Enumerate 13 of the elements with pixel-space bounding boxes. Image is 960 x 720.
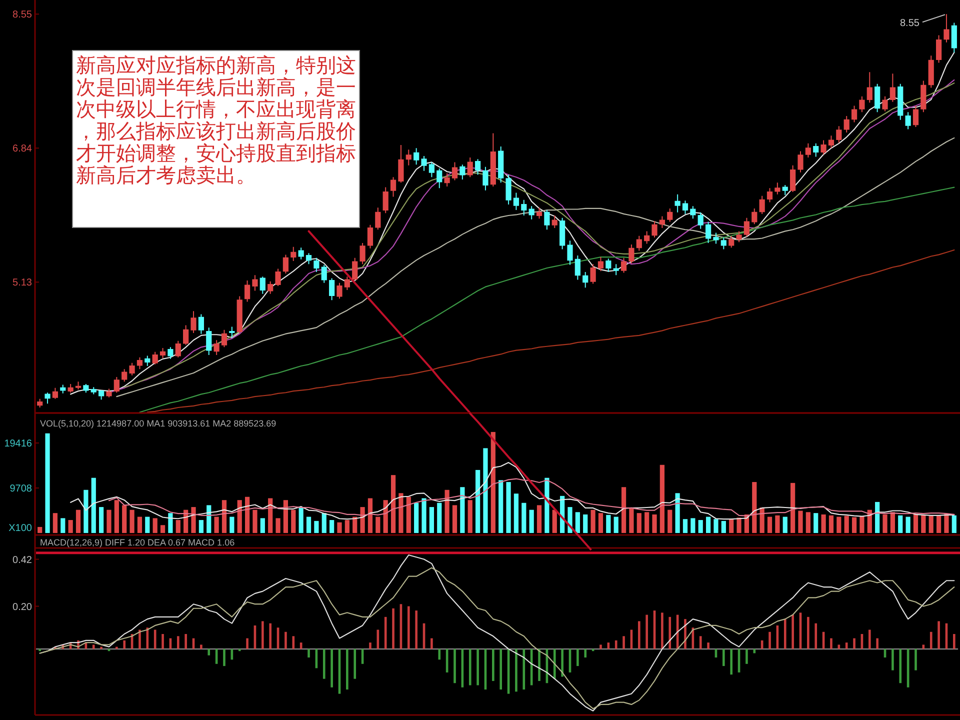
annotation: 8.55 <box>900 18 920 30</box>
text: VOL(5,10,20) 1214987.00 MA1 903913.61 MA2 889523.69 <box>40 418 276 428</box>
y-tick-label: 8.55 <box>12 10 32 21</box>
annotation: 新高应对应指标的新高，特别这次是回调半年线后出新高，是一次中级以上行情，不应出现背离，那么指标应该打出新高后股价才开始调整，安心持股直到指标新高后才考虑卖出。 <box>72 50 360 228</box>
y-tick-label: 5.13 <box>12 278 32 289</box>
y-tick-label: 0.42 <box>12 554 32 566</box>
chart-subtitle: MACD(12,26,9) DIFF 1.20 DEA 0.67 MACD 1.06 <box>40 538 235 548</box>
y-tick-label: 6.84 <box>12 144 32 155</box>
y-tick-label: 19416 <box>4 438 32 450</box>
y-tick-label: 9708 <box>10 484 32 495</box>
annotation: 8.55 <box>900 14 946 30</box>
y-tick-label: 0.20 <box>12 602 32 613</box>
y-axis-title: X100 <box>8 523 32 534</box>
